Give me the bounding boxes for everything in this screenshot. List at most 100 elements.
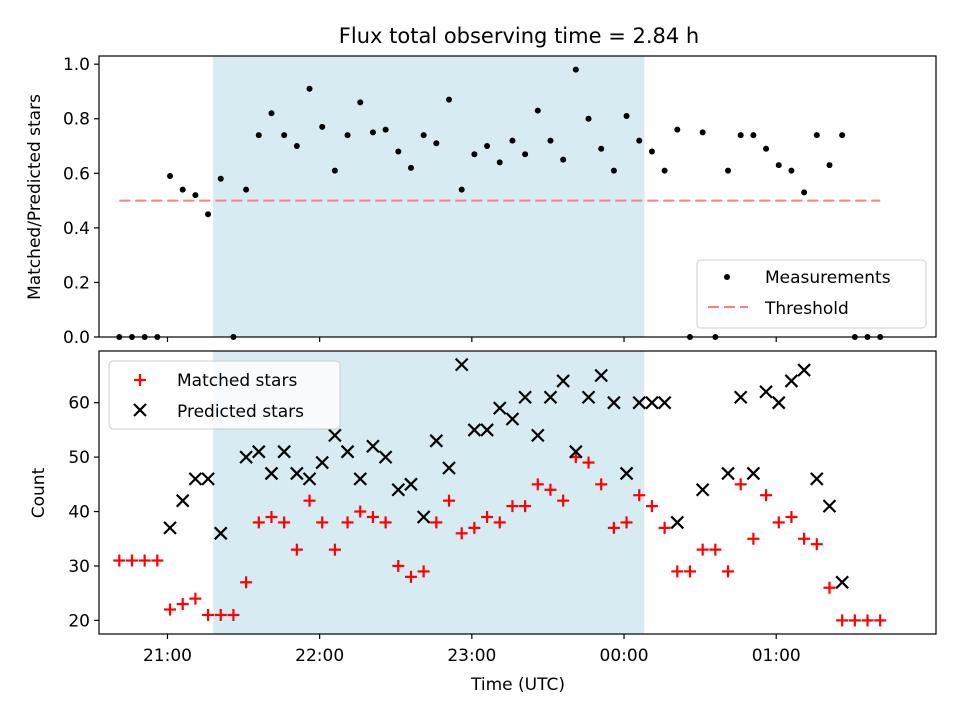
predicted-point-33 [594, 368, 608, 383]
predicted-point-36 [632, 395, 647, 410]
predicted-point-35 [619, 466, 634, 481]
predicted-point-48 [810, 472, 824, 486]
matched-point-6 [189, 592, 202, 605]
bottom-axes-frame [98, 350, 937, 635]
bottom-y-tick-label-2: 40 [68, 503, 90, 523]
matched-point-24 [417, 565, 430, 578]
measurement-point-25 [433, 140, 440, 147]
matched-point-37 [582, 456, 595, 469]
bottom-y-tick-label-0: 20 [68, 611, 90, 631]
matched-point-59 [861, 614, 874, 627]
matched-star-points [113, 451, 887, 627]
predicted-star-points [163, 357, 849, 590]
measurement-point-46 [699, 129, 706, 136]
matched-point-44 [671, 565, 684, 578]
predicted-point-7 [264, 466, 279, 481]
predicted-point-34 [607, 395, 621, 410]
matched-point-60 [874, 614, 887, 627]
measurement-point-42 [648, 148, 655, 155]
measurement-point-34 [547, 137, 554, 144]
matched-point-52 [772, 516, 785, 529]
measurement-point-32 [522, 151, 529, 158]
predicted-point-16 [378, 450, 393, 464]
measurement-point-33 [534, 107, 541, 114]
measurement-point-43 [661, 167, 668, 174]
predicted-point-14 [353, 472, 368, 486]
measurement-point-5 [179, 186, 186, 193]
matched-point-27 [455, 527, 468, 540]
matched-point-40 [620, 516, 633, 529]
measurement-point-40 [623, 113, 630, 120]
matched-point-15 [303, 494, 316, 507]
matched-point-41 [633, 489, 646, 502]
predicted-point-42 [733, 390, 748, 405]
measurement-point-15 [306, 85, 313, 92]
matched-point-51 [760, 489, 773, 502]
measurement-point-16 [319, 123, 326, 130]
bottom-legend-box [108, 360, 341, 430]
bottom-y-tick-label-1: 30 [68, 557, 90, 577]
measurement-point-20 [369, 129, 376, 136]
measurement-point-50 [750, 132, 757, 139]
top-shade [213, 56, 645, 337]
matched-point-2 [138, 554, 151, 567]
predicted-point-49 [822, 499, 837, 513]
top-y-tick-label-3: 0.6 [63, 164, 90, 184]
measurement-point-8 [217, 175, 224, 182]
predicted-point-19 [416, 510, 431, 524]
predicted-point-10 [302, 472, 317, 486]
measurement-point-48 [725, 167, 732, 174]
measurement-point-13 [281, 132, 288, 139]
matched-point-47 [709, 543, 722, 556]
predicted-point-17 [391, 483, 406, 497]
matched-point-13 [278, 516, 291, 529]
matched-point-45 [683, 565, 696, 578]
top-y-ticks: 0.0 0.2 0.4 0.6 0.8 1.0 [63, 55, 99, 348]
predicted-point-6 [252, 444, 266, 459]
measurement-point-6 [192, 192, 199, 199]
matched-point-28 [468, 521, 481, 534]
measurement-point-10 [243, 186, 250, 193]
measurement-point-53 [788, 167, 795, 174]
predicted-point-4 [213, 526, 228, 541]
matched-point-53 [785, 510, 798, 523]
legend-matched-marker [134, 374, 146, 386]
measurement-point-23 [407, 164, 414, 171]
matched-point-30 [493, 516, 506, 529]
chart-title: Flux total observing time = 2.84 h [339, 24, 699, 48]
matched-point-10 [240, 576, 253, 589]
measurement-point-19 [357, 99, 364, 106]
x-tick-label-0: 21:00 [143, 646, 192, 666]
matched-point-31 [506, 500, 519, 513]
predicted-point-25 [492, 401, 507, 415]
matched-point-33 [531, 478, 544, 491]
matched-point-16 [316, 516, 329, 529]
x-tick-label-1: 22:00 [295, 646, 344, 666]
predicted-point-31 [569, 444, 583, 459]
predicted-point-20 [429, 434, 444, 448]
predicted-point-15 [366, 439, 380, 454]
predicted-point-30 [556, 374, 570, 388]
predicted-point-13 [340, 444, 355, 459]
legend-measurements-label: Measurements [765, 268, 891, 288]
predicted-point-43 [746, 466, 761, 481]
measurement-point-21 [382, 126, 389, 133]
top-y-tick-label-4: 0.8 [63, 110, 90, 130]
matched-point-55 [810, 538, 823, 551]
predicted-point-27 [518, 390, 532, 405]
measurement-point-28 [471, 151, 478, 158]
bottom-x-ticks: 21:00 22:00 23:00 00:00 01:00 [143, 634, 801, 666]
legend-predicted-label: Predicted stars [177, 402, 304, 422]
measurement-point-36 [572, 66, 579, 73]
bottom-y-axis-label: Count [29, 467, 49, 518]
top-y-tick-label-5: 1.0 [63, 55, 90, 75]
matched-point-7 [202, 608, 215, 621]
matched-point-22 [392, 559, 405, 572]
matched-point-39 [607, 521, 620, 534]
matched-point-19 [354, 505, 367, 518]
matched-point-3 [151, 554, 164, 567]
predicted-point-26 [505, 412, 520, 426]
predicted-point-37 [645, 395, 659, 410]
matched-point-12 [265, 510, 278, 523]
bottom-legend: Matched stars Predicted stars [108, 360, 341, 430]
